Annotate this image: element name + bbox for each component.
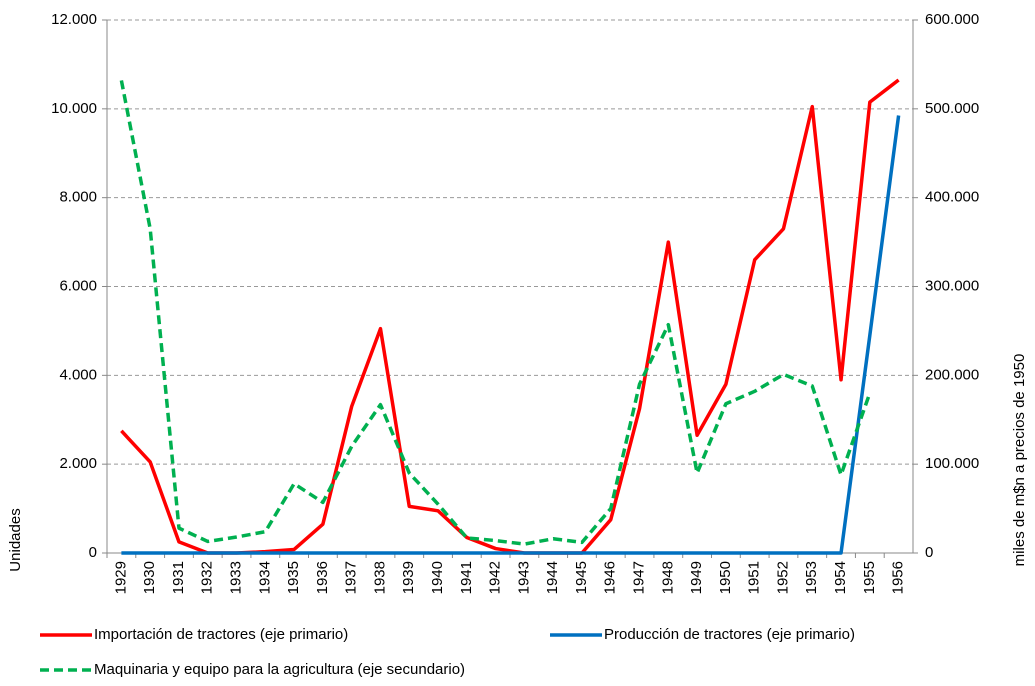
x-tick-label: 1953 <box>803 561 820 594</box>
x-tick-label: 1942 <box>487 561 504 594</box>
y2-tick-label: 0 <box>925 544 933 561</box>
y2-tick-label: 200.000 <box>925 366 979 383</box>
x-tick-label: 1931 <box>170 561 187 594</box>
x-tick-label: 1932 <box>199 561 216 594</box>
x-tick-label: 1948 <box>659 561 676 594</box>
x-tick-label: 1930 <box>141 561 158 594</box>
x-tick-label: 1950 <box>717 561 734 594</box>
x-tick-label: 1939 <box>400 561 417 594</box>
y2-axis-label: miles de m$n a precios de 1950 <box>1011 354 1028 567</box>
x-tick-label: 1935 <box>285 561 302 594</box>
y2-tick-label: 600.000 <box>925 11 979 28</box>
x-tick-label: 1943 <box>515 561 532 594</box>
x-tick-label: 1938 <box>371 561 388 594</box>
x-tick-label: 1944 <box>544 561 561 594</box>
y-tick-label: 6.000 <box>59 277 97 294</box>
data-line <box>119 80 872 546</box>
y-tick-label: 10.000 <box>51 100 97 117</box>
y2-tick-label: 100.000 <box>925 455 979 472</box>
x-tick-label: 1929 <box>112 561 129 594</box>
x-tick-label: 1954 <box>832 561 849 594</box>
x-tick-label: 1949 <box>688 561 705 594</box>
y2-tick-label: 500.000 <box>925 100 979 117</box>
x-tick-label: 1952 <box>774 561 791 594</box>
legend-label: Maquinaria y equipo para la agricultura … <box>94 661 465 678</box>
x-tick-label: 1937 <box>343 561 360 594</box>
y-tick-label: 12.000 <box>51 11 97 28</box>
y-tick-label: 4.000 <box>59 366 97 383</box>
x-tick-label: 1956 <box>890 561 907 594</box>
data-line <box>120 78 900 555</box>
legend-label: Producción de tractores (eje primario) <box>604 626 855 643</box>
y2-tick-label: 300.000 <box>925 277 979 294</box>
data-line <box>121 115 901 555</box>
x-tick-label: 1947 <box>631 561 648 594</box>
x-tick-label: 1940 <box>429 561 446 594</box>
x-tick-label: 1951 <box>746 561 763 594</box>
x-tick-label: 1936 <box>314 561 331 594</box>
y2-tick-label: 400.000 <box>925 189 979 206</box>
x-tick-label: 1934 <box>256 561 273 594</box>
y-tick-label: 8.000 <box>59 189 97 206</box>
y-tick-label: 0 <box>89 544 97 561</box>
y-tick-label: 2.000 <box>59 455 97 472</box>
x-tick-label: 1933 <box>228 561 245 594</box>
legend-label: Importación de tractores (eje primario) <box>94 626 348 643</box>
x-tick-label: 1941 <box>458 561 475 594</box>
y-axis-label: Unidades <box>7 508 24 571</box>
x-tick-label: 1946 <box>602 561 619 594</box>
x-tick-label: 1955 <box>861 561 878 594</box>
x-tick-label: 1945 <box>573 561 590 594</box>
